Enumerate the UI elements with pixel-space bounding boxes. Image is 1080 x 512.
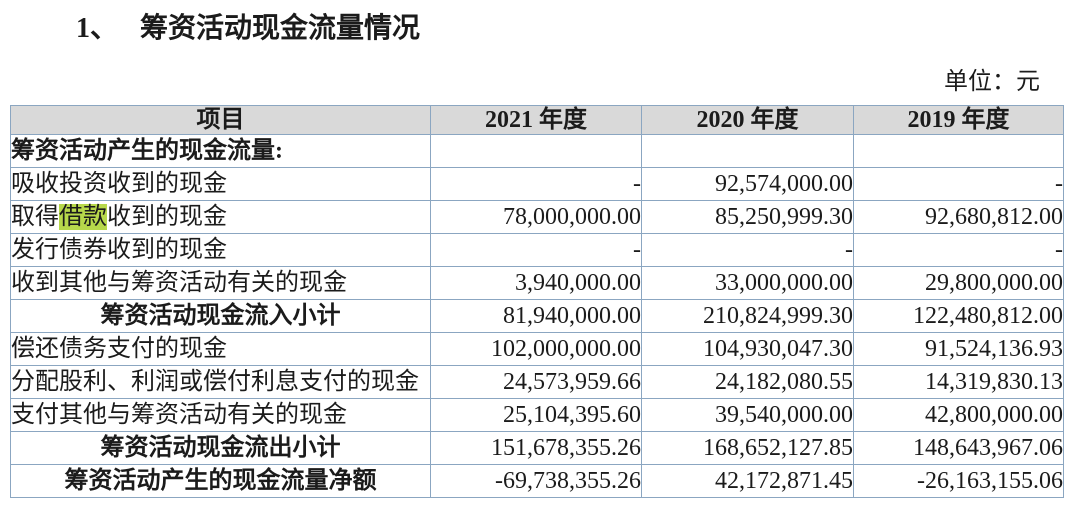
label-text: 收到的现金 — [107, 204, 227, 230]
table-row: 偿还债务支付的现金 102,000,000.00 104,930,047.30 91,… — [10, 332, 1064, 366]
value-cell: -26,163,155.06 — [853, 464, 1064, 498]
value-cell: 29,800,000.00 — [853, 266, 1064, 300]
value-cell: 33,000,000.00 — [641, 266, 854, 300]
row-label-cell: 吸收投资收到的现金 — [10, 167, 431, 201]
value-cell: 92,574,000.00 — [641, 167, 854, 201]
row-label-cell: 偿还债务支付的现金 — [10, 332, 431, 366]
col-header-2021: 2021 年度 — [430, 105, 642, 135]
row-label-cell: 分配股利、利润或偿付利息支付的现金 — [10, 365, 431, 399]
table-row: 筹资活动产生的现金流量: — [10, 134, 1064, 168]
table-row: 收到其他与筹资活动有关的现金 3,940,000.00 33,000,000.00 2… — [10, 266, 1064, 300]
value-cell: 104,930,047.30 — [641, 332, 854, 366]
value-cell: 42,172,871.45 — [641, 464, 854, 498]
row-label-cell: 支付其他与筹资活动有关的现金 — [10, 398, 431, 432]
highlight-keyword: 借款 — [59, 204, 107, 230]
value-cell: - — [430, 167, 642, 201]
value-cell: 92,680,812.00 — [853, 200, 1064, 234]
row-label-cell: 筹资活动现金流入小计 — [10, 299, 431, 333]
value-cell: 122,480,812.00 — [853, 299, 1064, 333]
financing-cashflow-table: 项目 2021 年度 2020 年度 2019 年度 筹资活动产生的现金流量: 吸… — [10, 105, 1064, 498]
table-body: 筹资活动产生的现金流量: 吸收投资收到的现金 -92,574,000.00- 取得借款… — [10, 134, 1064, 498]
table-row: 支付其他与筹资活动有关的现金 25,104,395.60 39,540,000.00… — [10, 398, 1064, 432]
value-cell: 42,800,000.00 — [853, 398, 1064, 432]
col-header-2019: 2019 年度 — [853, 105, 1064, 135]
col-header-2020: 2020 年度 — [641, 105, 854, 135]
table-row: 发行债券收到的现金 - - - — [10, 233, 1064, 267]
value-cell: - — [430, 233, 642, 267]
value-cell: - — [641, 233, 854, 267]
label-text: 取得 — [11, 204, 60, 230]
value-cell: 168,652,127.85 — [641, 431, 854, 465]
page-title: 1、 筹资活动现金流量情况 — [76, 6, 1080, 46]
table-row: 筹资活动现金流入小计 81,940,000.00 210,824,999.30 122… — [10, 299, 1064, 333]
table-row: 筹资活动产生的现金流量净额 -69,738,355.26 42,172,871.45… — [10, 464, 1064, 498]
row-label-cell: 筹资活动现金流出小计 — [10, 431, 431, 465]
value-cell: 85,250,999.30 — [641, 200, 854, 234]
table-row: 筹资活动现金流出小计 151,678,355.26 168,652,127.85 14… — [10, 431, 1064, 465]
value-cell: 14,319,830.13 — [853, 365, 1064, 399]
title-text: 筹资活动现金流量情况 — [140, 13, 421, 44]
value-cell: 3,940,000.00 — [430, 266, 642, 300]
value-cell: 24,182,080.55 — [641, 365, 854, 399]
value-cell — [430, 134, 642, 168]
value-cell: - — [853, 233, 1064, 267]
table-row: 吸收投资收到的现金 -92,574,000.00- — [10, 167, 1064, 201]
value-cell: -69,738,355.26 — [430, 464, 642, 498]
value-cell — [641, 134, 854, 168]
title-number: 1、 — [76, 13, 119, 44]
value-cell: 81,940,000.00 — [430, 299, 642, 333]
value-cell: 39,540,000.00 — [641, 398, 854, 432]
table-row: 取得借款收到的现金 78,000,000.00 85,250,999.30 92,68… — [10, 200, 1064, 234]
value-cell: 91,524,136.93 — [853, 332, 1064, 366]
row-label-cell: 收到其他与筹资活动有关的现金 — [10, 266, 431, 300]
row-label-cell: 取得借款收到的现金 — [10, 200, 431, 234]
unit-label: 单位：元 — [944, 69, 1040, 95]
value-cell: 102,000,000.00 — [430, 332, 642, 366]
table-header-row: 项目 2021 年度 2020 年度 2019 年度 — [10, 105, 1064, 135]
row-label-cell: 筹资活动产生的现金流量: — [10, 134, 431, 168]
row-label-cell: 发行债券收到的现金 — [10, 233, 431, 267]
value-cell: 210,824,999.30 — [641, 299, 854, 333]
value-cell: 151,678,355.26 — [430, 431, 642, 465]
value-cell: 24,573,959.66 — [430, 365, 642, 399]
value-cell: 148,643,967.06 — [853, 431, 1064, 465]
value-cell: - — [853, 167, 1064, 201]
table-row: 分配股利、利润或偿付利息支付的现金 24,573,959.66 24,182,080… — [10, 365, 1064, 399]
row-label-cell: 筹资活动产生的现金流量净额 — [10, 464, 431, 498]
col-header-item: 项目 — [10, 105, 431, 135]
value-cell: 25,104,395.60 — [430, 398, 642, 432]
value-cell — [853, 134, 1064, 168]
value-cell: 78,000,000.00 — [430, 200, 642, 234]
